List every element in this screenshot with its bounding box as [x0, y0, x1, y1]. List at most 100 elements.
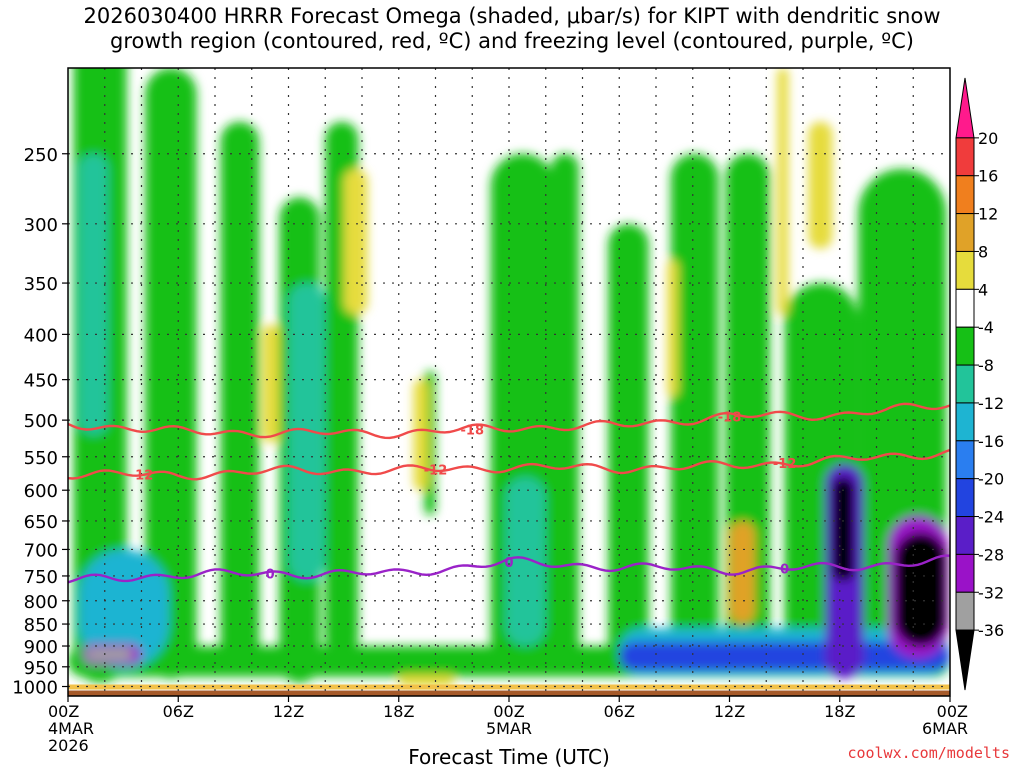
x-tick-label-6: 12Z: [714, 702, 745, 721]
colorbar-label-5: -4: [978, 318, 994, 337]
contour-label--12-2: -12: [773, 457, 797, 472]
y-tick-label-700: 700: [24, 540, 58, 561]
contour-label-0-1: 0: [504, 556, 513, 571]
omega-cell-1: [145, 68, 197, 679]
contour-label--12-1: -12: [424, 463, 448, 478]
y-tick-label-250: 250: [24, 145, 58, 166]
omega-cell-33: [398, 674, 454, 687]
omega-cell-27: [262, 324, 280, 443]
omega-cell-17: [505, 477, 546, 647]
y-tick-label-750: 750: [24, 567, 58, 588]
contour-label--18-0: -18: [461, 423, 485, 438]
omega-cell-25: [894, 532, 947, 647]
omega-cell-15: [288, 283, 326, 582]
omega-cell-24: [832, 477, 855, 582]
x-axis-label: Forecast Time (UTC): [408, 745, 610, 768]
colorbar-label-1: 16: [978, 167, 998, 186]
colorbar-swatch-2: [955, 175, 975, 215]
x-tick-sublabel-8: 6MAR: [922, 719, 968, 738]
contours: -18 -18 -12 -12 -12 0 0 0: [68, 402, 950, 584]
x-tick-sublabel-0: 4MAR: [48, 719, 94, 738]
colorbar-label-0: 20: [978, 129, 998, 148]
colorbar-label-11: -28: [978, 545, 1004, 564]
colorbar-label-8: -16: [978, 432, 1004, 451]
omega-cell-19: [619, 641, 950, 671]
omega-cell-30: [777, 68, 789, 315]
y-tick-label-900: 900: [24, 637, 58, 658]
y-tick-label-850: 850: [24, 615, 58, 636]
title-line-1: 2026030400 HRRR Forecast Omega (shaded, …: [83, 4, 941, 28]
y-tick-label-650: 650: [24, 512, 58, 533]
colorbar-swatch-6: [955, 326, 975, 366]
x-tick-label-8: 00Z: [937, 702, 968, 721]
colorbar-swatch-11: [955, 516, 975, 555]
y-tick-label-950: 950: [24, 658, 58, 679]
colorbar-arrow-top: [955, 77, 975, 139]
colorbar-swatch-10: [955, 478, 975, 518]
contour-line-0: [68, 554, 950, 584]
y-tick-label-400: 400: [24, 325, 58, 346]
colorbar-swatch-12: [955, 553, 975, 593]
x-tick-label-2: 12Z: [273, 702, 304, 721]
colorbar-label-6: -8: [978, 356, 994, 375]
y-tick-label-550: 550: [24, 448, 58, 469]
chart-title: 2026030400 HRRR Forecast Omega (shaded, …: [0, 4, 1024, 54]
colorbar-arrow-bottom: [955, 629, 975, 691]
colorbar-swatch-1: [955, 137, 975, 177]
omega-cell-29: [667, 260, 679, 397]
gridlines: [68, 68, 950, 696]
omega-cell-9: [670, 153, 719, 671]
y-tick-label-500: 500: [24, 411, 58, 432]
contour-label--18-1: -18: [718, 410, 742, 425]
colorbar-label-3: 8: [978, 242, 988, 261]
contour-label-0-2: 0: [780, 562, 789, 577]
contour-label-0-0: 0: [266, 568, 275, 583]
colorbar-swatch-4: [955, 250, 975, 290]
y-tick-label-450: 450: [24, 371, 58, 392]
contour-label--12-0: -12: [130, 469, 154, 484]
x-tick-year-0: 2026: [48, 736, 89, 755]
y-tick-label-350: 350: [24, 274, 58, 295]
omega-cell-26: [343, 168, 368, 315]
colorbar: 20 16 12 8 4 -4 -8 -12 -16 -20 -24 -28 -32 -36: [955, 77, 1004, 691]
x-tick-label-3: 18Z: [383, 702, 414, 721]
colorbar-label-4: 4: [978, 280, 988, 299]
omega-cell-23: [86, 648, 133, 661]
x-tick-label-5: 06Z: [604, 702, 635, 721]
title-line-2: growth region (contoured, red, ºC) and f…: [110, 29, 914, 53]
colorbar-swatch-7: [955, 364, 975, 404]
terrain-fill: [68, 690, 950, 696]
x-tick-label-4: 00Z: [493, 702, 524, 721]
omega-cell-2: [220, 121, 260, 671]
colorbar-label-7: -12: [978, 394, 1004, 413]
y-tick-label-300: 300: [24, 215, 58, 236]
colorbar-label-10: -24: [978, 508, 1004, 527]
omega-cell-16: [79, 549, 170, 669]
credit-text: coolwx.com/modelts: [847, 744, 1010, 762]
colorbar-swatch-8: [955, 402, 975, 442]
omega-cell-8: [608, 223, 649, 667]
x-tick-label-0: 00Z: [48, 702, 79, 721]
colorbar-swatch-13: [955, 591, 975, 631]
omega-cell-28: [413, 379, 429, 491]
colorbar-swatch-5: [955, 288, 975, 328]
y-tick-label-1000: 1000: [12, 678, 58, 699]
colorbar-label-13: -36: [978, 621, 1004, 640]
x-tick-label-7: 18Z: [824, 702, 855, 721]
y-tick-label-800: 800: [24, 592, 58, 613]
omega-cell-7: [551, 153, 579, 667]
contour-line--12: [68, 448, 950, 481]
axes: 2503003504004505005506006507007508008509…: [12, 145, 968, 755]
omega-cell-14: [79, 153, 109, 436]
colorbar-swatch-9: [955, 440, 975, 480]
y-tick-label-600: 600: [24, 481, 58, 502]
colorbar-label-12: -32: [978, 583, 1004, 602]
colorbar-label-2: 12: [978, 205, 998, 224]
x-tick-label-1: 06Z: [163, 702, 194, 721]
omega-cell-31: [808, 121, 833, 249]
colorbar-swatch-3: [955, 213, 975, 252]
contour-line--18: [68, 402, 950, 440]
colorbar-label-9: -20: [978, 470, 1004, 489]
x-tick-sublabel-4: 5MAR: [486, 719, 532, 738]
